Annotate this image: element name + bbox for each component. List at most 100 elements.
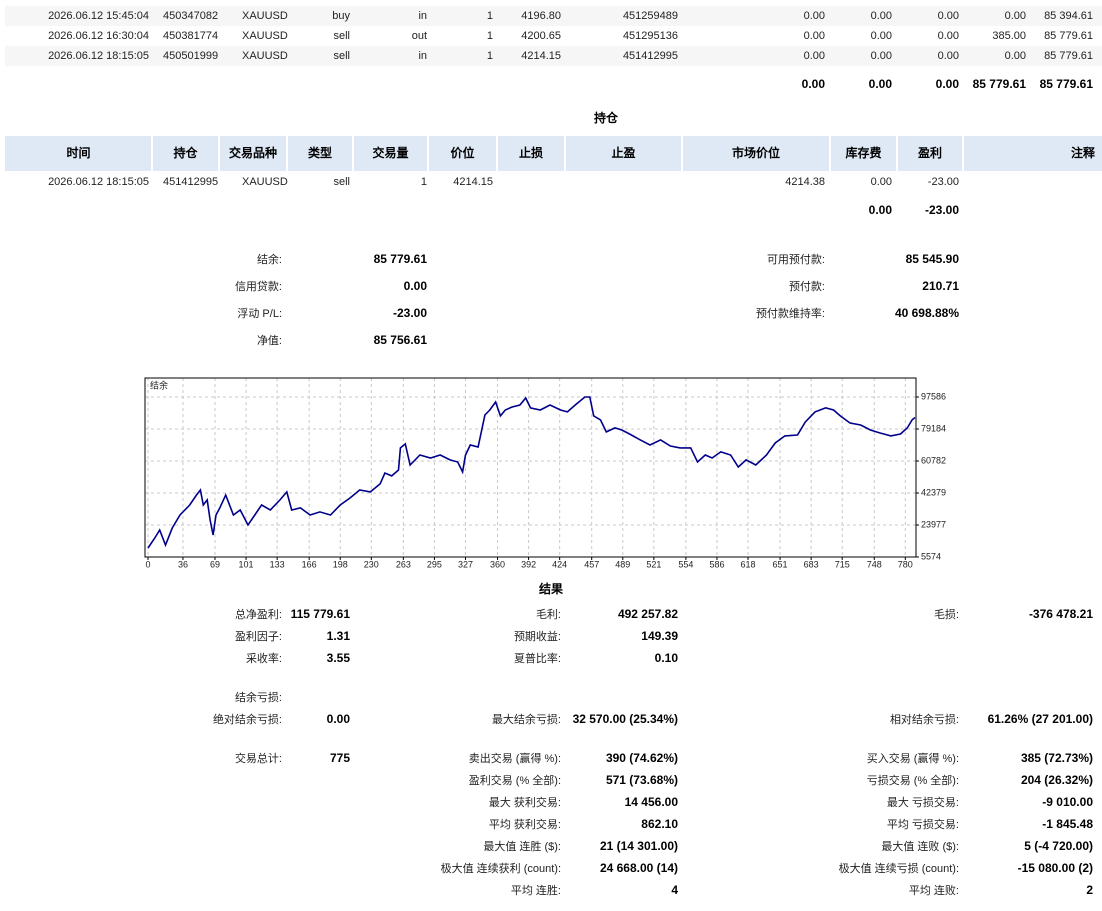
x-tick-label: 166	[302, 559, 317, 569]
deal-cell: 451259489	[623, 10, 678, 22]
deal-cell: 450347082	[163, 10, 218, 22]
deal-total: 0.00	[802, 77, 826, 91]
result-label: 盈利交易 (% 全部):	[469, 773, 561, 787]
account-value: 40 698.88%	[895, 306, 959, 320]
x-tick-label: 295	[427, 559, 442, 569]
result-value: -15 080.00 (2)	[1018, 861, 1093, 875]
deal-cell: 0.00	[1005, 10, 1026, 22]
header-bg	[5, 136, 1102, 171]
deal-total: 85 779.61	[1040, 77, 1094, 91]
deal-cell: sell	[333, 50, 350, 62]
result-value: 21 (14 301.00)	[600, 839, 678, 853]
deal-cell: 450501999	[163, 50, 218, 62]
section-title: 结果	[539, 581, 563, 596]
x-tick-label: 36	[178, 559, 188, 569]
deal-cell: out	[412, 30, 427, 42]
position-cell: XAUUSD	[242, 176, 288, 188]
result-label: 卖出交易 (赢得 %):	[469, 751, 561, 765]
header-cell: 盈利	[917, 145, 942, 160]
x-tick-label: 133	[270, 559, 285, 569]
result-value: 32 570.00 (25.34%)	[573, 712, 678, 726]
balance-line	[147, 396, 916, 549]
header-cell: 注释	[1071, 145, 1096, 160]
deal-cell: 2026.06.12 18:15:05	[48, 50, 149, 62]
header-cell: 止损	[519, 145, 543, 160]
position-cell: 4214.38	[785, 176, 825, 188]
position-total: -23.00	[925, 203, 959, 217]
y-tick-label: 23977	[921, 519, 946, 529]
account-value: 85 779.61	[374, 252, 428, 266]
result-value: 0.00	[327, 712, 351, 726]
x-tick-label: 101	[239, 559, 254, 569]
deal-cell: 0.00	[938, 10, 959, 22]
x-tick-label: 521	[646, 559, 661, 569]
x-tick-label: 198	[333, 559, 348, 569]
result-value: -1 845.48	[1042, 817, 1093, 831]
y-tick-label: 60782	[921, 455, 946, 465]
deal-cell: 385.00	[992, 30, 1026, 42]
deal-cell: 4214.15	[521, 50, 561, 62]
header-cell: 市场价位	[732, 145, 780, 160]
deal-cell: 2026.06.12 15:45:04	[48, 10, 149, 22]
result-label: 平均 连胜:	[511, 883, 561, 897]
deal-cell: 0.00	[804, 50, 825, 62]
x-tick-label: 554	[678, 559, 693, 569]
result-label: 最大 亏损交易:	[887, 795, 959, 809]
result-label: 最大 获利交易:	[489, 795, 561, 809]
deal-total: 0.00	[869, 77, 893, 91]
header-cell: 交易品种	[229, 145, 277, 160]
header-cell: 止盈	[611, 145, 635, 160]
result-value: 61.26% (27 201.00)	[988, 712, 1093, 726]
x-tick-label: 0	[145, 559, 150, 569]
deal-cell: 0.00	[871, 50, 892, 62]
result-label: 绝对结余亏损:	[213, 712, 282, 726]
position-cell: sell	[333, 176, 350, 188]
x-tick-label: 327	[458, 559, 473, 569]
header-cell: 交易量	[372, 145, 408, 160]
result-value: 571 (73.68%)	[606, 773, 678, 787]
deal-cell: 2026.06.12 16:30:04	[48, 30, 149, 42]
row-bg	[5, 6, 1102, 26]
result-label: 总净盈利:	[235, 607, 282, 621]
account-value: 85 756.61	[374, 333, 428, 347]
deal-cell: 85 394.61	[1044, 10, 1093, 22]
result-value: 775	[330, 751, 350, 765]
result-value: 3.55	[327, 651, 351, 665]
result-label: 平均 亏损交易:	[887, 817, 959, 831]
account-value: 85 545.90	[906, 252, 960, 266]
result-value: 5 (-4 720.00)	[1024, 839, 1093, 853]
x-tick-label: 780	[898, 559, 913, 569]
result-value: 385 (72.73%)	[1021, 751, 1093, 765]
result-label: 极大值 连续亏损 (count):	[839, 861, 959, 875]
result-label: 最大值 连胜 ($):	[483, 839, 561, 853]
result-label: 亏损交易 (% 全部):	[867, 773, 959, 787]
header-cell: 类型	[308, 145, 332, 160]
plot-frame	[144, 377, 917, 558]
header-cell: 库存费	[845, 145, 881, 160]
x-tick-label: 392	[521, 559, 536, 569]
deal-total: 0.00	[936, 77, 960, 91]
deal-cell: 0.00	[871, 10, 892, 22]
position-cell: 0.00	[871, 176, 892, 188]
result-value: -9 010.00	[1042, 795, 1093, 809]
account-label: 结余:	[257, 252, 282, 266]
position-cell: 2026.06.12 18:15:05	[48, 176, 149, 188]
deal-cell: 1	[487, 50, 493, 62]
account-label: 预付款:	[789, 279, 825, 293]
account-label: 浮动 P/L:	[237, 307, 282, 320]
deal-cell: 450381774	[163, 30, 218, 42]
result-label: 毛利:	[536, 608, 561, 621]
result-label: 最大值 连败 ($):	[881, 839, 959, 853]
x-tick-label: 69	[210, 559, 220, 569]
deal-cell: 0.00	[804, 30, 825, 42]
x-tick-label: 618	[741, 559, 756, 569]
position-cell: 1	[421, 176, 427, 188]
deal-cell: 451295136	[623, 30, 678, 42]
position-total: 0.00	[869, 203, 893, 217]
y-tick-label: 5574	[921, 551, 941, 561]
deal-cell: 0.00	[1005, 50, 1026, 62]
deal-cell: in	[418, 10, 427, 22]
result-value: 862.10	[641, 817, 678, 831]
result-value: 1.31	[327, 629, 351, 643]
